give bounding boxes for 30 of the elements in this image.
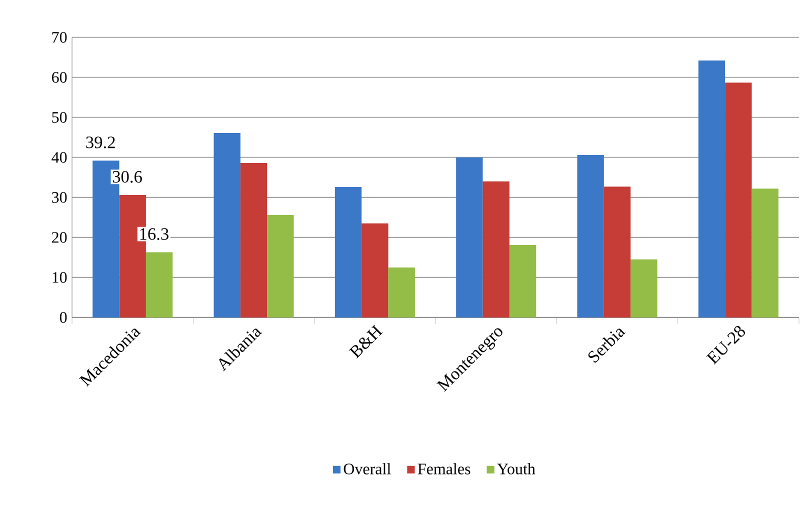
y-tick-label: 10 [52, 272, 67, 283]
bar [267, 214, 294, 318]
data-label: 39.2 [86, 136, 115, 148]
y-tick-label: 50 [52, 112, 67, 123]
bar [334, 186, 362, 318]
bar [214, 132, 240, 318]
bar [630, 259, 658, 318]
bar [240, 162, 268, 318]
y-tick-label: 20 [52, 232, 67, 243]
legend-label: Females [418, 463, 470, 474]
y-tick-label: 70 [52, 32, 67, 43]
y-tick-label: 30 [52, 192, 67, 203]
bar [698, 60, 726, 318]
bar [725, 82, 752, 318]
y-tick-label: 60 [52, 72, 67, 83]
bar [362, 223, 388, 318]
data-label: 30.6 [112, 170, 142, 183]
data-label: 16.3 [140, 228, 168, 240]
bar [146, 252, 173, 318]
bar [752, 188, 778, 318]
legend-label: Overall [344, 463, 391, 474]
y-tick-label: 0 [60, 312, 67, 323]
bar [604, 186, 631, 318]
bar [456, 157, 483, 318]
bar [577, 154, 604, 318]
bar [388, 267, 415, 318]
bar [482, 181, 510, 318]
y-tick-label: 40 [52, 152, 67, 163]
bar [509, 244, 536, 318]
legend-label: Youth [497, 463, 536, 474]
